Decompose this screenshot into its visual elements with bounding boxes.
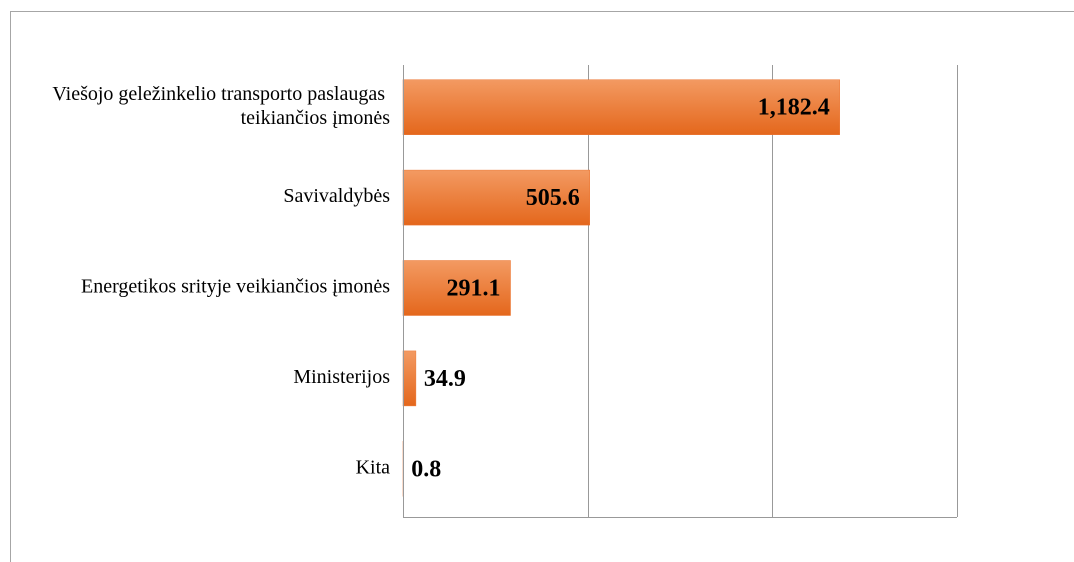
bar [402, 260, 511, 316]
bar [402, 169, 590, 226]
value-label: 1,182.4 [758, 95, 830, 121]
y-tick-label: Kita [356, 456, 391, 478]
y-tick-label: Energetikos srityje veikiančios įmonės [81, 276, 390, 298]
value-label: 0.8 [411, 456, 441, 482]
y-tick-label: Savivaldybės [283, 185, 390, 207]
value-label: 34.9 [424, 366, 466, 392]
y-tick-label: Viešojo geležinkelio transporto paslauga… [52, 83, 390, 129]
value-label: 505.6 [526, 185, 580, 211]
y-tick-label: Ministerijos [293, 366, 390, 388]
bar [402, 350, 417, 407]
bar [402, 79, 840, 135]
value-label: 291.1 [447, 276, 501, 302]
